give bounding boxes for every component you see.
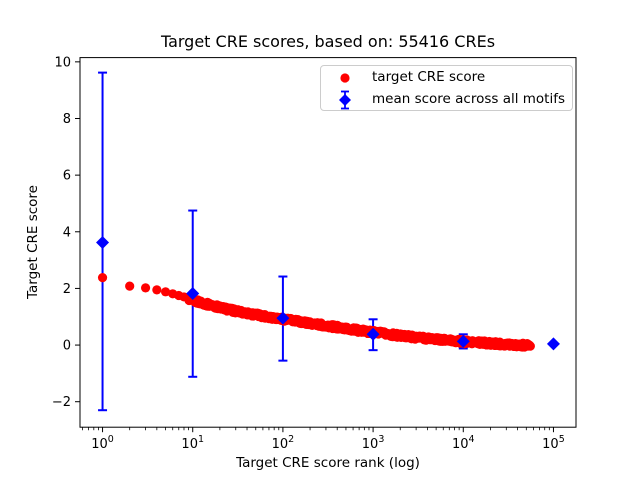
svg-text:103: 103 bbox=[362, 434, 385, 452]
legend: target CRE score mean score across all m… bbox=[320, 65, 573, 111]
x-axis-label: Target CRE score rank (log) bbox=[236, 455, 420, 471]
chart-title: Target CRE scores, based on: 55416 CREs bbox=[160, 32, 496, 51]
svg-text:105: 105 bbox=[542, 434, 565, 452]
svg-text:4: 4 bbox=[63, 225, 71, 240]
svg-text:102: 102 bbox=[272, 434, 295, 452]
svg-text:10: 10 bbox=[54, 55, 71, 70]
blue-diamond-errorbar-icon bbox=[339, 90, 351, 110]
legend-item-mean-score: mean score across all motifs bbox=[327, 89, 566, 111]
svg-text:100: 100 bbox=[91, 434, 114, 452]
legend-item-target-cre-score: target CRE score bbox=[327, 67, 566, 89]
svg-text:6: 6 bbox=[63, 169, 71, 184]
svg-text:2: 2 bbox=[63, 282, 71, 297]
svg-text:−2: −2 bbox=[52, 395, 71, 410]
red-dot-icon bbox=[340, 73, 350, 83]
svg-text:8: 8 bbox=[63, 112, 71, 127]
svg-text:104: 104 bbox=[452, 434, 475, 452]
svg-text:0: 0 bbox=[63, 339, 71, 354]
legend-label: target CRE score bbox=[372, 69, 486, 86]
svg-text:101: 101 bbox=[181, 434, 204, 452]
legend-label: mean score across all motifs bbox=[372, 91, 566, 108]
